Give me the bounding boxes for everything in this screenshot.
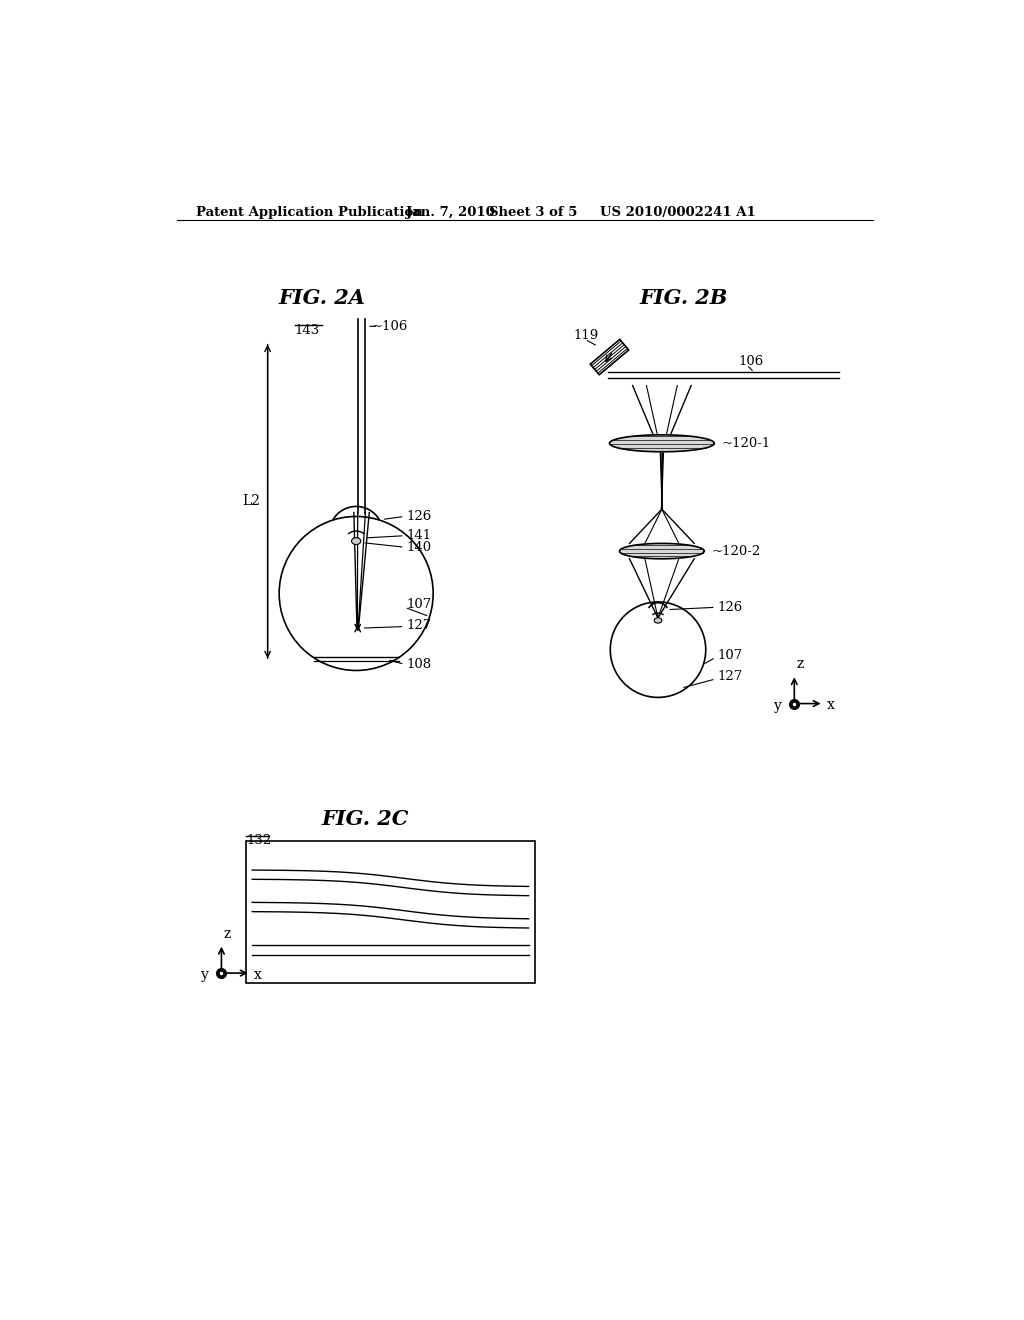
Text: 141: 141 [407,529,431,543]
Text: 107: 107 [717,649,742,663]
Text: Jan. 7, 2010: Jan. 7, 2010 [407,206,495,219]
Text: L2: L2 [242,495,260,508]
Text: 107: 107 [407,598,431,611]
Ellipse shape [351,537,360,545]
Text: y: y [202,969,209,982]
Text: 108: 108 [407,657,431,671]
Text: 127: 127 [407,619,431,632]
Text: 119: 119 [573,330,599,342]
Polygon shape [609,434,714,451]
Text: z: z [797,657,804,671]
Text: 143: 143 [295,323,319,337]
Text: US 2010/0002241 A1: US 2010/0002241 A1 [600,206,756,219]
Bar [246,841,535,983]
Text: Patent Application Publication: Patent Application Publication [196,206,423,219]
Text: z: z [223,927,231,941]
Text: y: y [774,698,782,713]
Text: x: x [826,698,835,711]
Text: 106: 106 [739,355,764,368]
Text: ~120-1: ~120-1 [722,437,771,450]
Text: 127: 127 [717,671,742,684]
Text: FIG. 2B: FIG. 2B [639,288,728,308]
Text: x: x [254,968,262,982]
Text: ~120-2: ~120-2 [712,545,761,557]
Polygon shape [590,339,629,375]
Text: 126: 126 [717,601,742,614]
Text: FIG. 2A: FIG. 2A [279,288,365,308]
Text: 126: 126 [407,510,431,523]
Text: ~106: ~106 [372,321,408,333]
Polygon shape [620,544,705,558]
Text: 132: 132 [246,834,271,847]
Text: 140: 140 [407,541,431,554]
Text: Sheet 3 of 5: Sheet 3 of 5 [488,206,577,219]
Ellipse shape [654,618,662,623]
Text: FIG. 2C: FIG. 2C [322,809,410,829]
